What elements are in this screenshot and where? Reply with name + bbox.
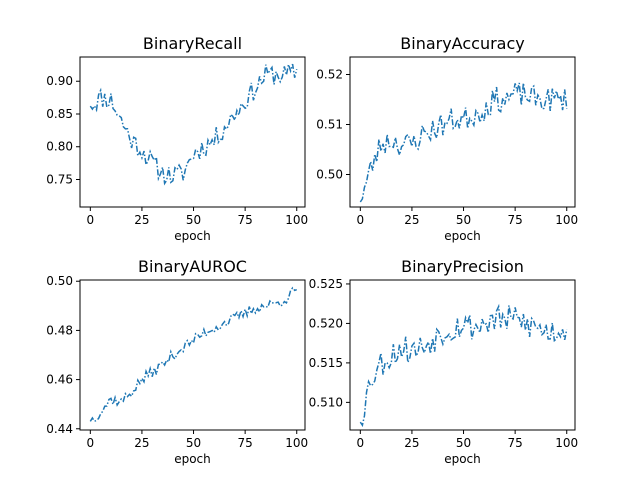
x-tick-label: 0 — [87, 213, 95, 227]
x-tick-label: 50 — [456, 213, 471, 227]
x-axis-label: epoch — [444, 452, 481, 466]
axes-frame — [80, 280, 305, 430]
x-tick-label: 100 — [555, 213, 578, 227]
x-tick-label: 50 — [186, 436, 201, 450]
chart-title: BinaryAUROC — [138, 257, 247, 276]
x-axis-label: epoch — [174, 229, 211, 243]
y-tick-label: 0.52 — [316, 68, 343, 82]
x-axis-label: epoch — [174, 452, 211, 466]
chart-panel-2: BinaryAccuracy 0 25 50 75 100 0.50 0.51 0.52 epoc… — [316, 34, 578, 243]
y-tick-label: 0.50 — [316, 168, 343, 182]
x-tick-label: 100 — [555, 436, 578, 450]
y-tick-label: 0.520 — [309, 316, 343, 330]
y-tick-label: 0.51 — [316, 118, 343, 132]
series-line — [360, 83, 566, 202]
x-tick-label: 0 — [357, 436, 365, 450]
y-tick-label: 0.48 — [46, 323, 73, 337]
x-tick-label: 0 — [87, 436, 95, 450]
x-tick-label: 75 — [237, 436, 252, 450]
chart-title: BinaryRecall — [143, 34, 242, 53]
x-tick-label: 100 — [285, 213, 308, 227]
chart-panel-3: BinaryAUROC 0 25 50 75 100 0.44 0.46 0.48 0.50 epo… — [46, 257, 308, 466]
y-tick-label: 0.515 — [309, 356, 343, 370]
chart-panel-1: BinaryRecall 0 25 50 75 100 0.75 0.80 0.85 0.90 ep… — [46, 34, 308, 243]
x-tick-label: 75 — [237, 213, 252, 227]
x-tick-label: 25 — [404, 436, 419, 450]
axes-frame — [350, 280, 575, 430]
y-tick-label: 0.525 — [309, 277, 343, 291]
series-line — [360, 305, 566, 425]
x-tick-label: 0 — [357, 213, 365, 227]
chart-title: BinaryPrecision — [401, 257, 524, 276]
x-tick-label: 75 — [507, 436, 522, 450]
x-axis-label: epoch — [444, 229, 481, 243]
y-tick-label: 0.75 — [46, 172, 73, 186]
chart-panel-4: BinaryPrecision 0 25 50 75 100 0.510 0.515 0.520… — [309, 257, 579, 466]
x-tick-label: 100 — [285, 436, 308, 450]
chart-title: BinaryAccuracy — [400, 34, 524, 53]
x-tick-label: 50 — [186, 213, 201, 227]
y-tick-label: 0.85 — [46, 107, 73, 121]
y-tick-label: 0.80 — [46, 140, 73, 154]
y-tick-label: 0.90 — [46, 74, 73, 88]
axes-frame — [80, 57, 305, 207]
series-line — [90, 288, 296, 422]
series-line — [90, 64, 296, 183]
y-tick-label: 0.46 — [46, 373, 73, 387]
axes-frame — [350, 57, 575, 207]
x-tick-label: 25 — [134, 436, 149, 450]
y-tick-label: 0.510 — [309, 395, 343, 409]
x-tick-label: 25 — [134, 213, 149, 227]
y-tick-label: 0.44 — [46, 422, 73, 436]
x-tick-label: 75 — [507, 213, 522, 227]
y-tick-label: 0.50 — [46, 274, 73, 288]
x-tick-label: 50 — [456, 436, 471, 450]
x-tick-label: 25 — [404, 213, 419, 227]
